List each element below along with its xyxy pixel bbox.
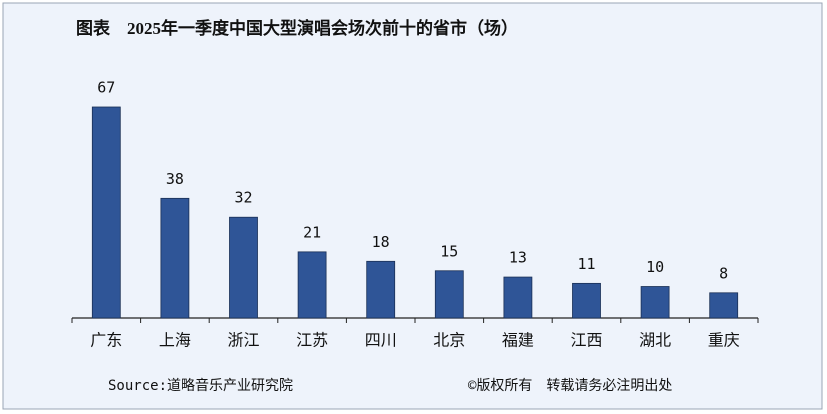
- bar: [709, 292, 739, 319]
- value-label: 38: [166, 170, 184, 188]
- value-label: 10: [646, 258, 664, 276]
- chart-title: 图表 2025年一季度中国大型演唱会场次前十的省市（场）: [76, 18, 518, 38]
- chart-background: [2, 2, 823, 410]
- x-tick-label: 上海: [159, 332, 191, 350]
- bar: [160, 197, 190, 319]
- bar: [503, 276, 533, 319]
- x-tick-label: 福建: [502, 332, 534, 350]
- bar: [434, 270, 464, 319]
- bar: [297, 251, 327, 319]
- x-tick-label: 江西: [570, 332, 602, 350]
- bar: [572, 282, 601, 319]
- x-tick-label: 江苏: [296, 332, 328, 350]
- value-label: 13: [509, 249, 527, 267]
- value-label: 8: [719, 264, 728, 282]
- value-label: 11: [577, 255, 595, 273]
- bar: [229, 216, 258, 319]
- x-tick-label: 重庆: [708, 332, 740, 350]
- source: Source:道略音乐产业研究院: [108, 377, 293, 394]
- x-tick-label: 浙江: [227, 332, 259, 350]
- bar: [366, 260, 396, 319]
- x-tick-label: 广东: [90, 332, 122, 350]
- copyright: ©版权所有 转载请务必注明出处: [468, 378, 672, 394]
- value-label: 15: [440, 242, 458, 260]
- value-label: 21: [303, 223, 321, 241]
- bar: [640, 286, 670, 319]
- x-tick-label: 四川: [365, 333, 397, 350]
- x-tick-label: 北京: [433, 332, 465, 350]
- x-tick-label: 湖北: [639, 332, 671, 350]
- value-label: 18: [372, 233, 390, 251]
- value-label: 67: [97, 79, 115, 97]
- value-label: 32: [234, 189, 252, 207]
- bar: [91, 106, 121, 319]
